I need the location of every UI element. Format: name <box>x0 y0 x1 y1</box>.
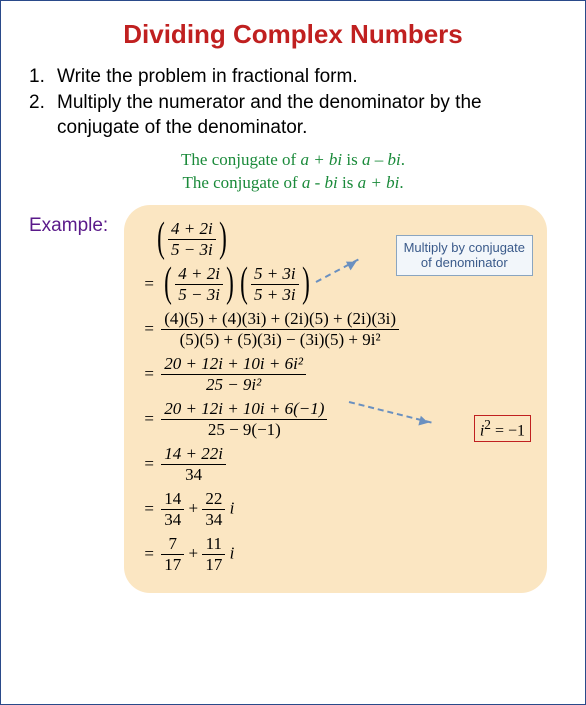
cj1b: a + bi <box>300 150 342 169</box>
r6p: + <box>184 498 202 517</box>
callout-conjugate-l1: Multiply by conjugate <box>404 240 525 255</box>
conjugate-note: The conjugate of a + bi is a – bi. The c… <box>29 149 557 195</box>
step-2-text: Multiply the numerator and the denominat… <box>57 90 557 141</box>
example-region: Example: Multiply by conjugate of denomi… <box>29 205 557 593</box>
r1d1: 5 − 3i <box>175 285 223 305</box>
steps-list: 1. Write the problem in fractional form.… <box>29 64 557 141</box>
math-row-6: = 1434 + 2234 i <box>138 489 533 530</box>
r6d2: 34 <box>202 510 225 530</box>
r6n1: 14 <box>161 489 184 510</box>
cj1c: is <box>342 150 362 169</box>
step-2: 2. Multiply the numerator and the denomi… <box>29 90 557 141</box>
r6n2: 22 <box>202 489 225 510</box>
r0n: 4 + 2i <box>168 219 216 240</box>
math-row-3: = 20 + 12i + 10i + 6i²25 − 9i² <box>138 354 533 395</box>
step-2-number: 2. <box>29 90 57 141</box>
cj2a: The conjugate of <box>182 173 301 192</box>
conjugate-line-2: The conjugate of a - bi is a + bi. <box>29 172 557 195</box>
cj2d: a + bi <box>358 173 400 192</box>
example-label: Example: <box>29 205 124 237</box>
r4d: 25 − 9(−1) <box>161 420 327 440</box>
r7d1: 17 <box>161 555 184 575</box>
cj1e: . <box>401 150 405 169</box>
r0d: 5 − 3i <box>168 240 216 260</box>
page-title: Dividing Complex Numbers <box>29 19 557 50</box>
r5n: 14 + 22i <box>161 444 226 465</box>
page-container: Dividing Complex Numbers 1. Write the pr… <box>0 0 586 705</box>
r7d2: 17 <box>202 555 225 575</box>
callout-conjugate-l2: of denominator <box>421 255 508 270</box>
step-1-number: 1. <box>29 64 57 90</box>
r4n: 20 + 12i + 10i + 6(−1) <box>161 399 327 420</box>
cj2b: a - bi <box>302 173 338 192</box>
math-row-2: = (4)(5) + (4)(3i) + (2i)(5) + (2i)(3i)(… <box>138 309 533 350</box>
r7t: i <box>225 543 234 562</box>
cj1a: The conjugate of <box>181 150 300 169</box>
callout-conjugate: Multiply by conjugate of denominator <box>396 235 533 276</box>
math-row-5: = 14 + 22i34 <box>138 444 533 485</box>
r7n1: 7 <box>161 534 184 555</box>
r6d1: 34 <box>161 510 184 530</box>
r6t: i <box>225 498 234 517</box>
cj2c: is <box>338 173 358 192</box>
r3n: 20 + 12i + 10i + 6i² <box>161 354 306 375</box>
math-row-7: = 717 + 1117 i <box>138 534 533 575</box>
step-1: 1. Write the problem in fractional form. <box>29 64 557 90</box>
cj1d: a – bi <box>362 150 401 169</box>
r2d: (5)(5) + (5)(3i) − (3i)(5) + 9i² <box>161 330 399 350</box>
r1d2: 5 + 3i <box>251 285 299 305</box>
r7n2: 11 <box>202 534 225 555</box>
r5d: 34 <box>161 465 226 485</box>
math-box: Multiply by conjugate of denominator i2 … <box>124 205 547 593</box>
r3d: 25 − 9i² <box>161 375 306 395</box>
conjugate-line-1: The conjugate of a + bi is a – bi. <box>29 149 557 172</box>
callout-i-squared: i2 = −1 <box>474 415 531 442</box>
step-1-text: Write the problem in fractional form. <box>57 64 358 90</box>
r1n2: 5 + 3i <box>251 264 299 285</box>
cj2e: . <box>399 173 403 192</box>
r2n: (4)(5) + (4)(3i) + (2i)(5) + (2i)(3i) <box>161 309 399 330</box>
r7p: + <box>184 543 202 562</box>
r1n1: 4 + 2i <box>175 264 223 285</box>
